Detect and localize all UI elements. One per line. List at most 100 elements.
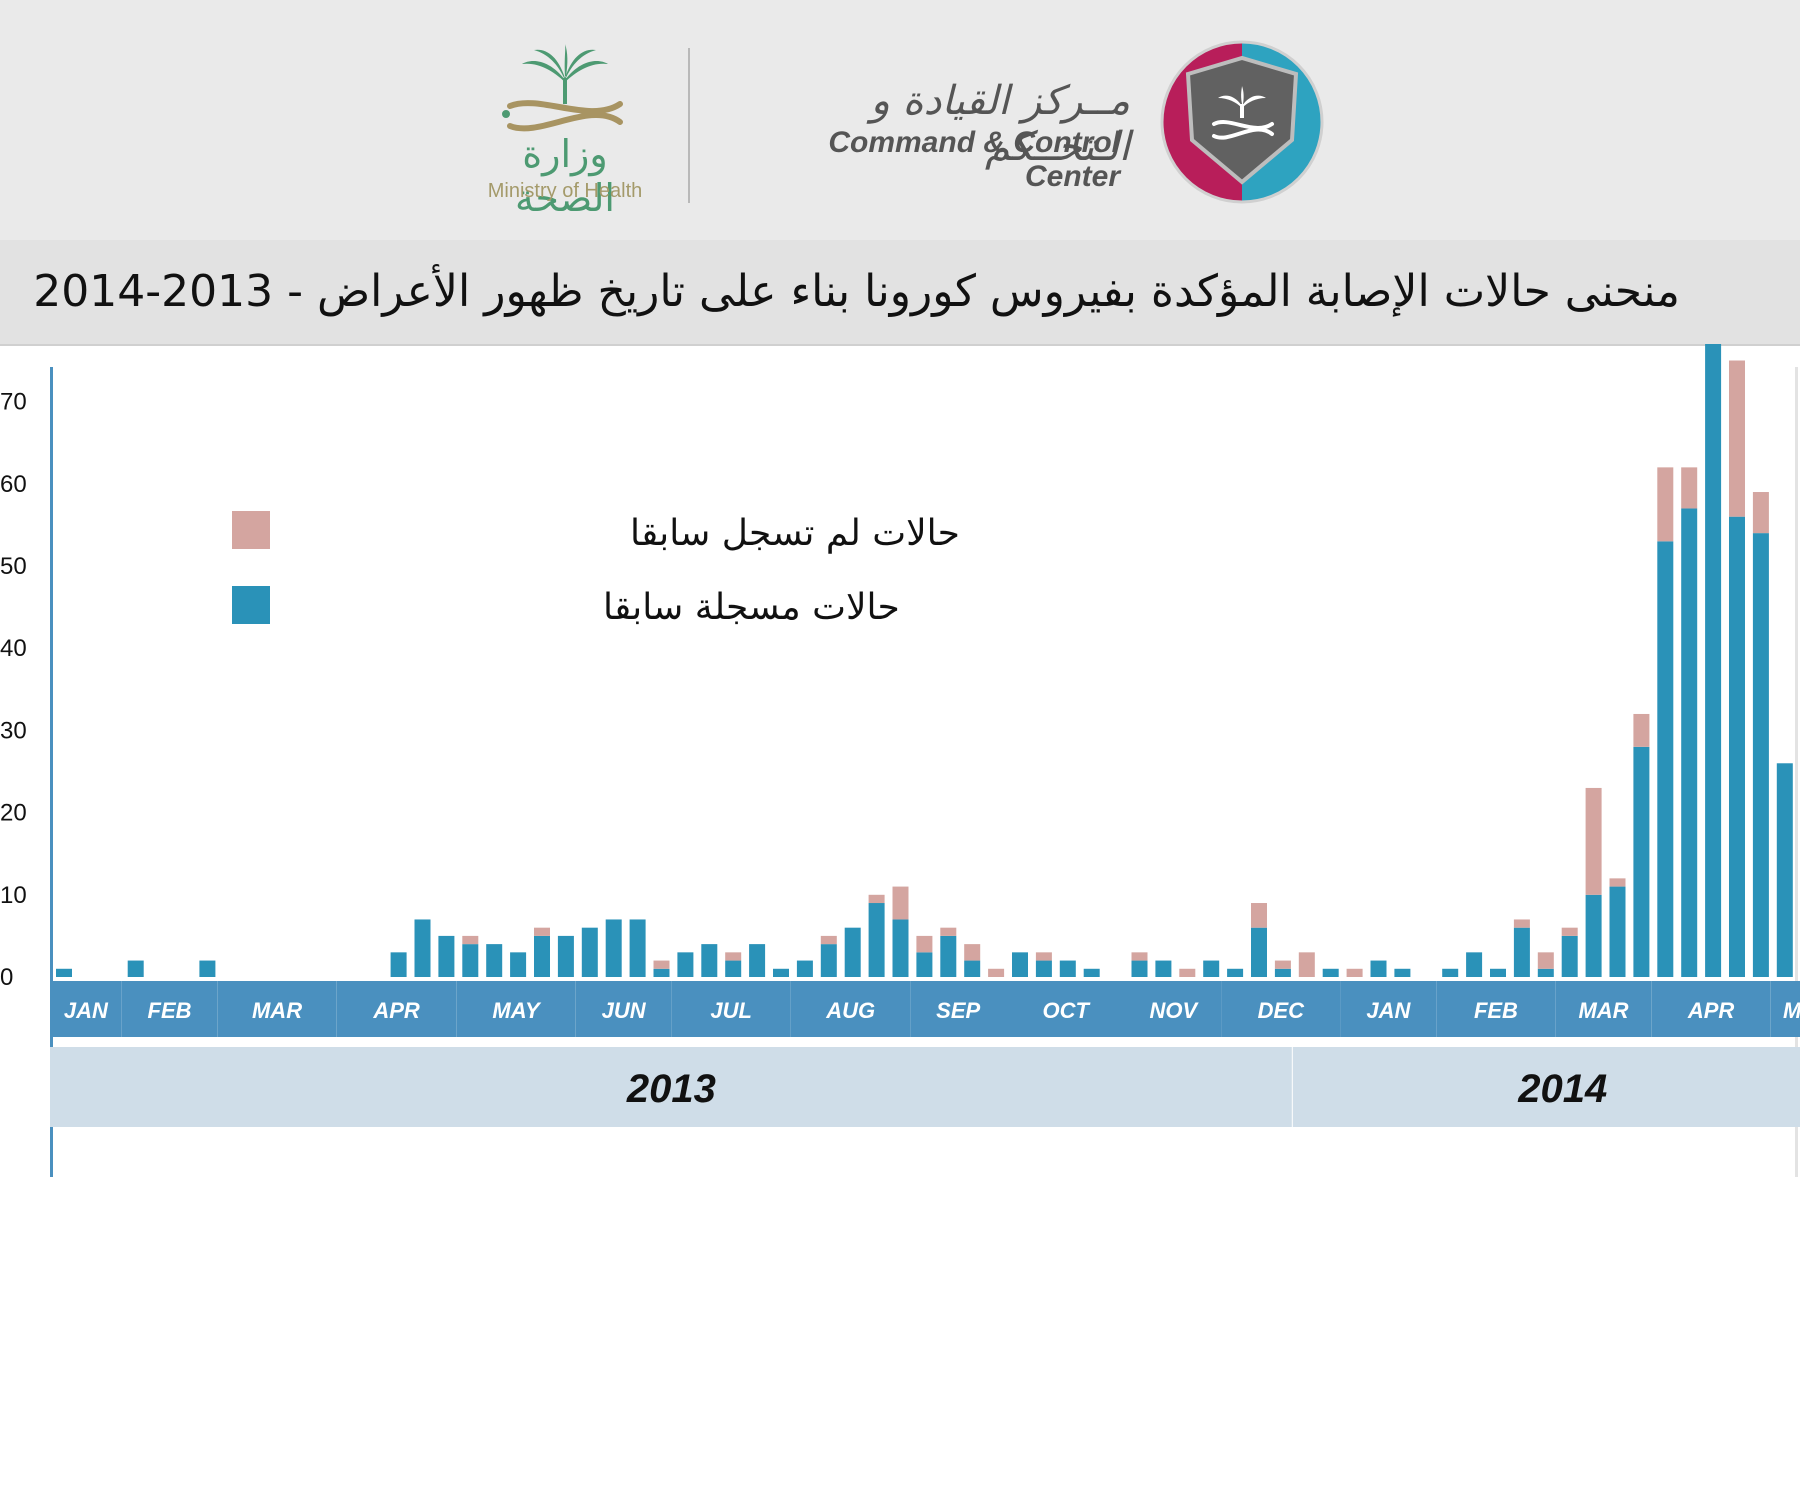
month-cell: [1436, 981, 1556, 1037]
bar-previous-week-47: [1155, 960, 1172, 977]
y-axis-ticks: 1101009080706050403020100: [0, 389, 27, 991]
month-band: JAN FEB MAR APR MAY JUN JUL AUG SEP OCT NOV DEC JAN F…: [50, 981, 1800, 1037]
year-label: 2014: [1517, 1067, 1607, 1111]
title-band: منحنى حالات الإصابة المؤكدة بفيروس كورون…: [0, 240, 1800, 346]
y-tick-label: 40: [0, 635, 27, 662]
header-divider: [688, 48, 690, 203]
bar-previous-week-21: [534, 935, 550, 977]
bar-unregistered-week-51: [1251, 903, 1267, 928]
bar-previous-week-41: [1012, 952, 1028, 977]
bar-unregistered-week-36: [892, 886, 909, 920]
bar-previous-week-68: [1657, 541, 1674, 977]
y-tick-label: 10: [0, 882, 27, 909]
bar-previous-week-19: [486, 944, 503, 977]
bar-previous-week-54: [1322, 968, 1339, 977]
bars-group: [56, 344, 1793, 977]
bar-previous-week-25: [629, 919, 646, 977]
year-label: 2013: [626, 1067, 716, 1111]
bar-unregistered-week-72: [1752, 492, 1769, 534]
year-band: 2013 2014: [50, 1047, 1800, 1127]
bar-previous-week-39: [964, 960, 981, 977]
command-center-name-english: Command & Control Center: [828, 126, 1120, 193]
month-label: APR: [1687, 998, 1735, 1023]
bar-previous-week-26: [653, 968, 670, 977]
bar-unregistered-week-67: [1633, 713, 1650, 747]
bar-previous-week-63: [1537, 968, 1554, 977]
bar-previous-week-70: [1705, 344, 1722, 977]
month-cell: [910, 981, 1006, 1037]
bar-previous-week-72: [1752, 533, 1769, 977]
month-label: FEB: [148, 998, 192, 1023]
month-label: JUL: [710, 998, 752, 1023]
bar-unregistered-week-52: [1274, 960, 1291, 969]
bar-previous-week-43: [1059, 960, 1076, 977]
bar-previous-week-69: [1681, 508, 1698, 977]
month-cell: [671, 981, 791, 1037]
bar-unregistered-week-64: [1561, 927, 1578, 936]
epidemic-curve-chart: 1101009080706050403020100 JANFEBMARAPRMA…: [0, 344, 1800, 1177]
y-tick-label: 70: [0, 389, 27, 416]
bar-previous-week-37: [916, 952, 933, 977]
ministry-name-english: Ministry of Health: [487, 180, 643, 202]
bar-previous-week-31: [773, 968, 789, 977]
bar-previous-week-56: [1370, 960, 1387, 977]
bar-unregistered-week-53: [1298, 952, 1315, 977]
y-tick-label: 50: [0, 553, 27, 580]
bar-previous-week-7: [199, 960, 216, 977]
month-label: MAY: [492, 998, 542, 1023]
bar-unregistered-week-33: [820, 935, 837, 945]
bar-previous-week-51: [1251, 927, 1267, 977]
month-label: MAY: [1783, 998, 1800, 1023]
month-cell: [1125, 981, 1222, 1037]
bar-previous-week-52: [1274, 968, 1291, 977]
month-label: NOV: [1149, 998, 1199, 1023]
bar-previous-week-57: [1394, 968, 1411, 977]
legend: حالات لم تسجل سابقا حالات مسجلة سابقا: [232, 511, 960, 628]
bar-previous-week-71: [1729, 516, 1745, 977]
y-tick-label: 20: [0, 800, 27, 827]
bar-previous-week-50: [1227, 968, 1244, 977]
bar-unregistered-week-69: [1681, 467, 1698, 509]
bar-previous-week-27: [677, 952, 694, 977]
bar-previous-week-1: [56, 968, 72, 977]
command-center-name-arabic: مــركز القيادة و الـتحــكم: [870, 78, 1130, 170]
month-cell: [1651, 981, 1771, 1037]
bar-previous-week-23: [581, 927, 598, 977]
y-axis-line: [50, 367, 53, 1177]
month-cell: [121, 981, 218, 1037]
month-cell: [790, 981, 911, 1037]
month-cell: [217, 981, 337, 1037]
bar-unregistered-week-38: [940, 927, 957, 936]
bar-unregistered-week-71: [1729, 360, 1745, 517]
bar-previous-week-44: [1083, 968, 1100, 977]
header-banner: وزارة الصحة Ministry of Health مــركز ال…: [0, 0, 1800, 240]
month-label: JAN: [1366, 998, 1411, 1023]
bar-unregistered-week-65: [1585, 787, 1602, 895]
bar-previous-week-38: [940, 935, 957, 977]
legend-label-unregistered: حالات لم تسجل سابقا: [630, 513, 960, 554]
month-label: DEC: [1258, 998, 1306, 1023]
bar-previous-week-49: [1203, 960, 1220, 977]
month-label: FEB: [1474, 998, 1518, 1023]
month-cell: [50, 981, 122, 1037]
bar-previous-week-36: [892, 919, 909, 977]
legend-swatch-unregistered: [232, 511, 270, 549]
bar-previous-week-32: [796, 960, 813, 977]
bar-previous-week-18: [462, 944, 479, 977]
bar-previous-week-67: [1633, 746, 1650, 977]
bar-previous-week-33: [820, 944, 837, 977]
bar-previous-week-20: [510, 952, 527, 977]
y-tick-label: 0: [0, 964, 13, 991]
command-center-shield-icon: [1160, 40, 1324, 204]
bar-previous-week-64: [1561, 935, 1578, 977]
bar-previous-week-24: [605, 919, 622, 977]
month-label: JAN: [64, 998, 109, 1023]
chart-title: منحنى حالات الإصابة المؤكدة بفيروس كورون…: [33, 266, 1680, 317]
bar-previous-week-30: [749, 944, 766, 977]
bar-previous-week-66: [1609, 886, 1626, 977]
bar-previous-week-4: [127, 960, 144, 977]
month-cell: [1006, 981, 1126, 1037]
palm-swords-emblem-icon: [502, 44, 623, 132]
bar-unregistered-week-18: [462, 935, 479, 945]
bar-previous-week-65: [1585, 894, 1602, 977]
